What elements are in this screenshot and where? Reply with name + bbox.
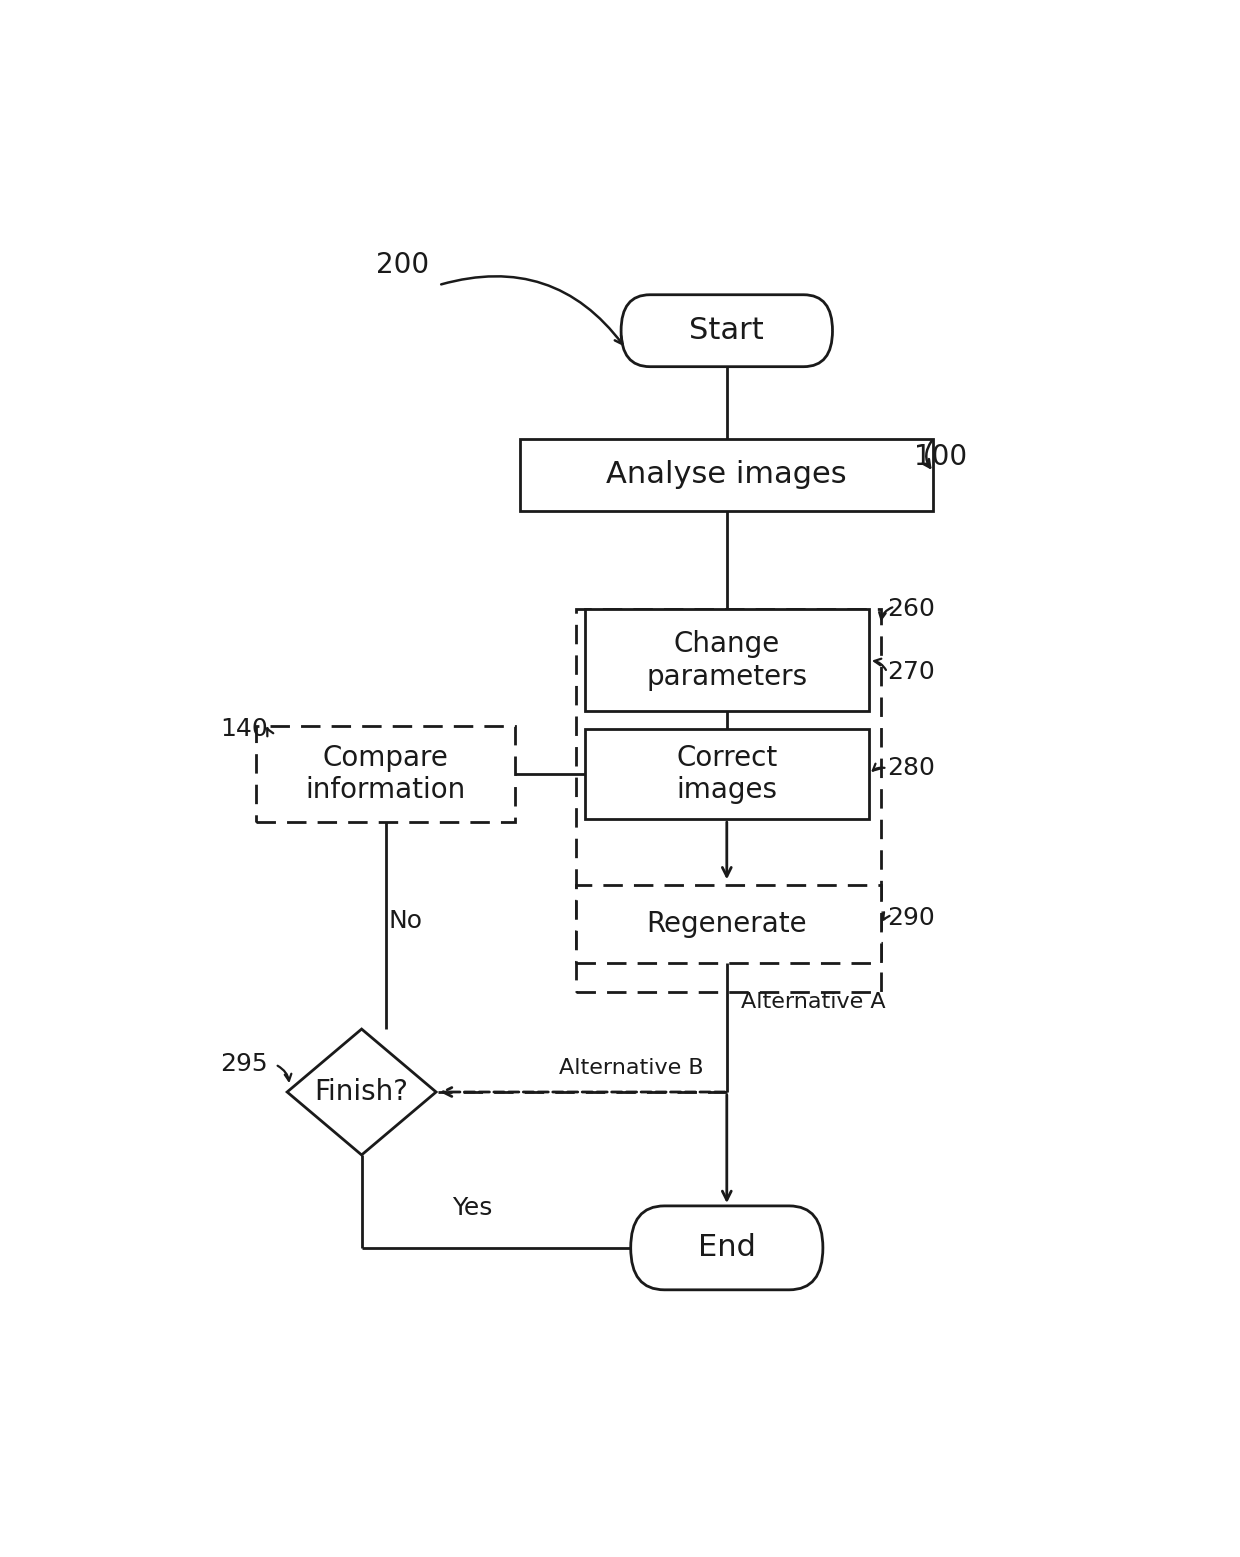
FancyBboxPatch shape <box>621 294 832 366</box>
FancyBboxPatch shape <box>585 729 868 819</box>
Text: 295: 295 <box>221 1053 268 1076</box>
Text: Compare
information: Compare information <box>305 744 466 805</box>
FancyBboxPatch shape <box>585 609 868 712</box>
Text: Regenerate: Regenerate <box>646 911 807 939</box>
Polygon shape <box>288 1029 436 1155</box>
Text: Alternative B: Alternative B <box>558 1057 703 1077</box>
Text: 270: 270 <box>888 660 935 685</box>
Text: No: No <box>388 909 423 933</box>
Text: 280: 280 <box>888 757 935 780</box>
FancyBboxPatch shape <box>575 884 880 962</box>
Text: 140: 140 <box>221 716 268 741</box>
Text: Analyse images: Analyse images <box>606 459 847 489</box>
FancyBboxPatch shape <box>631 1205 823 1289</box>
Text: End: End <box>698 1233 755 1263</box>
FancyBboxPatch shape <box>255 726 516 822</box>
Text: Start: Start <box>689 316 764 346</box>
FancyBboxPatch shape <box>521 439 934 511</box>
Text: 260: 260 <box>888 596 935 621</box>
Text: 290: 290 <box>888 906 935 930</box>
Text: Alternative A: Alternative A <box>742 992 885 1012</box>
Text: Correct
images: Correct images <box>676 744 777 805</box>
Text: Finish?: Finish? <box>315 1077 409 1105</box>
Text: Change
parameters: Change parameters <box>646 631 807 691</box>
Text: Yes: Yes <box>451 1196 492 1221</box>
Text: 100: 100 <box>914 442 967 470</box>
Text: 200: 200 <box>376 251 429 279</box>
